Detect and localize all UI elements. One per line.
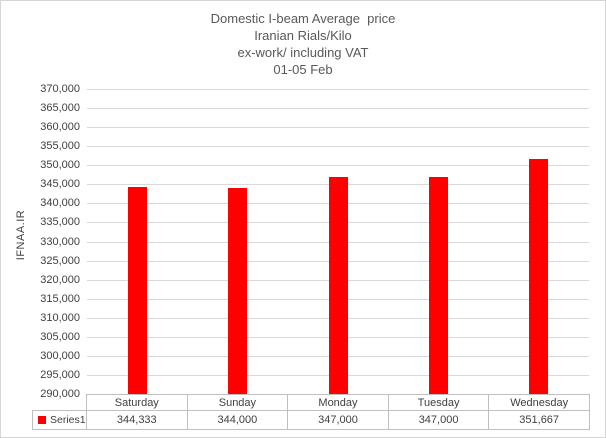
chart-title-line: Iranian Rials/Kilo bbox=[254, 28, 352, 43]
legend: Series1 bbox=[32, 410, 87, 430]
y-tick-label: 290,000 bbox=[40, 388, 80, 400]
gridline bbox=[87, 146, 589, 148]
table-value-saturday: 344,333 bbox=[87, 411, 188, 429]
gridline bbox=[87, 89, 589, 90]
table-header-wednesday: Wednesday bbox=[489, 395, 590, 410]
gridline bbox=[87, 165, 589, 167]
y-tick-label: 320,000 bbox=[40, 273, 80, 286]
y-tick-label: 365,000 bbox=[40, 102, 80, 115]
y-tick-label: 310,000 bbox=[40, 311, 80, 324]
legend-series-label: Series1 bbox=[50, 414, 86, 426]
chart-title: Domestic I-beam Average price Iranian Ria… bbox=[1, 10, 605, 78]
chart-title-line: Domestic I-beam Average price bbox=[210, 11, 396, 26]
y-tick-label: 305,000 bbox=[40, 330, 80, 343]
y-axis-title: IFNAA.IR bbox=[15, 209, 27, 261]
y-tick-label: 340,000 bbox=[40, 197, 80, 210]
table-value-monday: 347,000 bbox=[288, 411, 389, 429]
table-header-sunday: Sunday bbox=[188, 395, 289, 410]
y-tick-label: 295,000 bbox=[40, 368, 80, 381]
table-value-sunday: 344,000 bbox=[188, 411, 289, 429]
plot-area bbox=[87, 89, 589, 394]
bar-tuesday bbox=[428, 176, 448, 394]
y-tick-label: 355,000 bbox=[40, 140, 80, 153]
legend-swatch-icon bbox=[38, 416, 46, 424]
y-tick-label: 300,000 bbox=[40, 349, 80, 362]
chart-title-line: ex-work/ including VAT bbox=[237, 45, 369, 60]
table-value-wednesday: 351,667 bbox=[489, 411, 590, 429]
data-table-header-row: Saturday Sunday Monday Tuesday Wednesday bbox=[86, 394, 590, 410]
y-tick-label: 360,000 bbox=[40, 121, 80, 134]
bar-saturday bbox=[127, 186, 147, 394]
bar-monday bbox=[328, 176, 348, 394]
y-tick-label: 370,000 bbox=[40, 83, 80, 95]
y-tick-label: 330,000 bbox=[40, 235, 80, 248]
data-table-value-row: 344,333 344,000 347,000 347,000 351,667 bbox=[86, 410, 590, 430]
y-tick-label: 350,000 bbox=[40, 159, 80, 172]
bar-sunday bbox=[228, 188, 248, 394]
table-value-tuesday: 347,000 bbox=[389, 411, 490, 429]
gridline bbox=[87, 108, 589, 110]
y-tick-label: 325,000 bbox=[40, 254, 80, 267]
y-tick-label: 335,000 bbox=[40, 216, 80, 229]
chart-title-line: 01-05 Feb bbox=[273, 62, 333, 77]
table-header-tuesday: Tuesday bbox=[389, 395, 490, 410]
bar-wednesday bbox=[529, 158, 549, 394]
table-header-saturday: Saturday bbox=[87, 395, 188, 410]
y-tick-label: 345,000 bbox=[40, 178, 80, 191]
table-header-monday: Monday bbox=[288, 395, 389, 410]
y-tick-label: 315,000 bbox=[40, 292, 80, 305]
gridline bbox=[87, 127, 589, 129]
